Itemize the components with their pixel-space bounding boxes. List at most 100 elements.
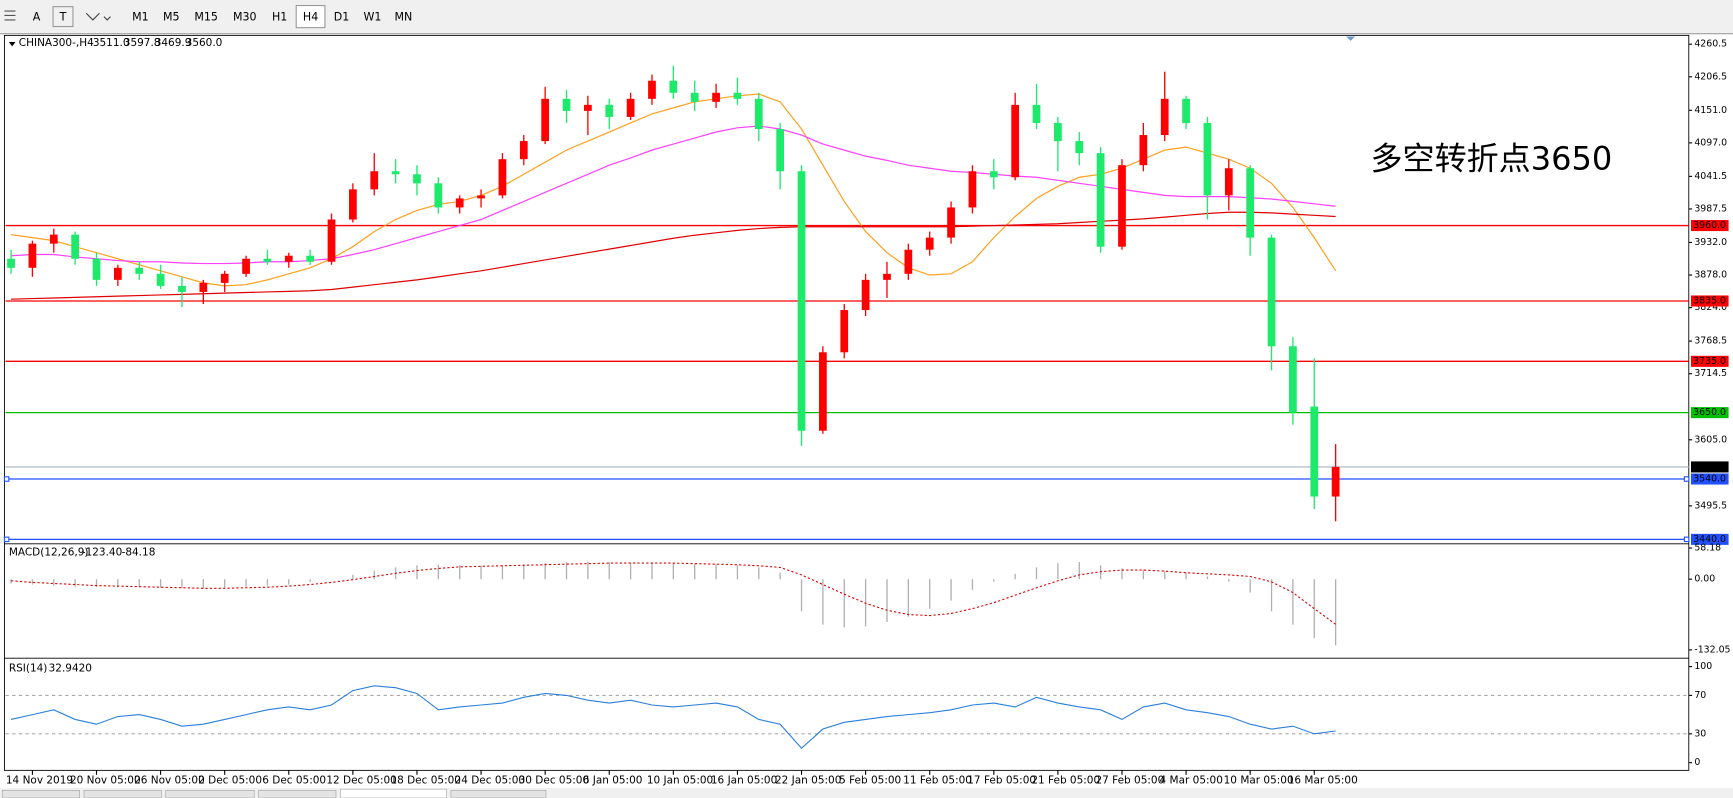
candle-body (306, 255, 315, 262)
x-tick-label: 20 Nov 05:00 (70, 774, 141, 786)
level-tag (1691, 355, 1729, 367)
collapse-arrow[interactable] (8, 42, 16, 47)
tool-button[interactable] (26, 6, 47, 27)
candle-body (199, 282, 208, 292)
candle-body (242, 258, 250, 274)
ohlc-readout: 3469.9 (155, 37, 192, 49)
y-tick-label: 3714.5 (1694, 368, 1727, 379)
candle-body (925, 237, 934, 250)
y-tick-label: 0.00 (1694, 574, 1715, 585)
level-handle[interactable] (1683, 536, 1690, 543)
y-tick-label: 4206.5 (1694, 71, 1727, 82)
macd-bar (843, 579, 845, 628)
timeframe-button[interactable]: H4 (303, 11, 318, 24)
candle-body (71, 234, 80, 259)
annotation: 多空转折点3650 (1370, 139, 1612, 177)
x-tick-label: 26 Nov 05:00 (134, 774, 205, 786)
tab-active[interactable] (340, 788, 447, 798)
timeframe-button[interactable]: D1 (334, 11, 350, 24)
tab[interactable] (165, 789, 255, 798)
y-tick-label: 4260.5 (1694, 39, 1727, 50)
candle-body (840, 310, 849, 353)
candle-body (1289, 346, 1297, 413)
y-tick-label: 3495.5 (1694, 500, 1727, 511)
candle-body (156, 273, 165, 286)
timeframe-button[interactable]: M5 (163, 11, 180, 24)
x-tick-label: 10 Mar 05:00 (1224, 774, 1294, 786)
candle-body (92, 258, 101, 280)
level-tag (1691, 473, 1729, 485)
candle-body (220, 273, 229, 283)
level-tag (1691, 295, 1729, 307)
candle-body (562, 98, 571, 111)
level-label: 3540.0 (1693, 474, 1726, 485)
y-tick-label: 30 (1694, 728, 1706, 739)
timeframe-button[interactable]: M15 (194, 11, 218, 24)
macd-bar (266, 579, 269, 586)
macd-bar (907, 579, 910, 617)
x-tick-label: 21 Feb 05:00 (1031, 774, 1100, 786)
macd-bar (886, 579, 888, 623)
macd-bar (480, 565, 482, 580)
tab[interactable] (450, 789, 547, 798)
macd-bar (53, 579, 55, 586)
tab[interactable] (1, 789, 80, 798)
macd-bar (373, 570, 375, 580)
candle-body (1139, 135, 1148, 166)
moving-average (10, 93, 1337, 287)
candle-body (434, 183, 443, 208)
x-tick-label: 24 Dec 05:00 (455, 774, 526, 786)
macd-bar (629, 562, 632, 580)
y-tick-label: 4041.5 (1694, 171, 1727, 182)
timeframe-button[interactable]: W1 (363, 11, 381, 24)
macd-bar (1270, 579, 1273, 612)
candle-body (669, 80, 678, 93)
tab[interactable] (83, 789, 162, 798)
candle-body (712, 92, 720, 102)
level-handle[interactable] (3, 536, 10, 543)
candle-body (1011, 104, 1020, 178)
y-tick-label: 3932.0 (1694, 237, 1727, 248)
timeframe-active[interactable] (295, 4, 326, 29)
tab[interactable] (258, 789, 337, 798)
level-tag (1691, 220, 1729, 232)
y-tick-label: 70 (1694, 690, 1706, 701)
candle-body (1310, 406, 1319, 497)
level-tag (1691, 407, 1729, 419)
level-label: 3835.0 (1693, 295, 1726, 306)
macd-signal (11, 562, 1336, 625)
tool-icon (4, 10, 16, 21)
macd-bar (651, 563, 653, 580)
symbol: CHINA300-,H4 (19, 37, 94, 49)
timeframe-button[interactable]: H1 (272, 11, 287, 24)
macd-bar (736, 565, 739, 580)
level-label: 3560.0 (1693, 461, 1726, 472)
tool-button[interactable] (52, 6, 74, 28)
timeframe-button[interactable]: MN (395, 11, 413, 24)
x-tick-label: 27 Feb 05:00 (1095, 774, 1164, 786)
x-tick-label: 17 Feb 05:00 (967, 774, 1036, 786)
candle-body (455, 198, 464, 208)
level-handle[interactable] (3, 476, 10, 482)
macd-bar (245, 579, 247, 587)
level-handle[interactable] (1683, 476, 1690, 482)
rsi-readout: 32.9420 (49, 663, 92, 675)
shift-marker[interactable] (1346, 36, 1356, 41)
candle-body (114, 267, 122, 280)
y-tick-label: 0 (1694, 757, 1700, 768)
candle-body (1224, 168, 1233, 196)
macd-bar (544, 563, 546, 580)
rsi-title: RSI(14) (9, 663, 48, 675)
candle-body (584, 104, 592, 111)
level-label: 3960.0 (1693, 220, 1726, 231)
macd-bar (501, 565, 504, 580)
timeframe-button[interactable]: M30 (233, 11, 257, 24)
macd-bar (1142, 569, 1145, 580)
level-tag (1691, 461, 1729, 473)
macd-bar (822, 579, 824, 625)
macd-bar (181, 579, 183, 589)
moving-average (11, 211, 1336, 300)
macd-readout: -123.40 (82, 547, 122, 559)
timeframe-button[interactable]: M1 (132, 11, 149, 24)
